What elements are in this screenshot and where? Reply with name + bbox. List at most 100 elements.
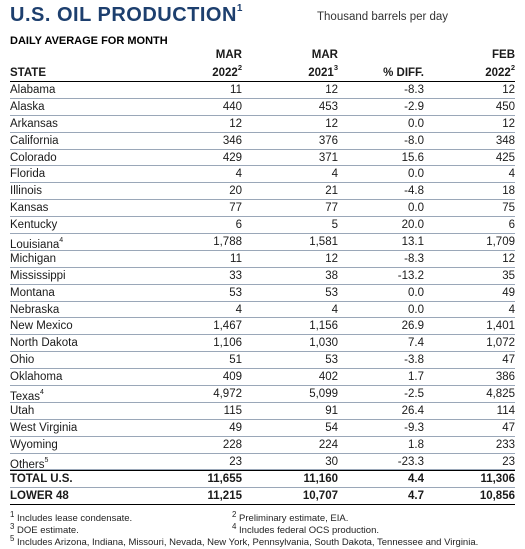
feb-2022-cell-text: 1,709 — [486, 236, 515, 249]
pct-diff-cell: 20.0 — [402, 218, 424, 232]
units-label: Thousand barrels per day — [317, 11, 449, 23]
state-cell-text: Louisiana — [10, 238, 60, 251]
feb-2022-cell: 4 — [509, 167, 515, 181]
state-cell-text: Kentucky — [10, 219, 58, 232]
table-row: Oklahoma 409 402 1.7 386 — [10, 369, 515, 387]
feb-2022-cell-text: 12 — [502, 84, 515, 96]
pct-diff-cell: 1.7 — [408, 370, 424, 384]
table-row: Wyoming 228 224 1.8 233 — [10, 437, 515, 454]
mar-2021-cell: 54 — [325, 421, 338, 435]
table-row: Kansas 77 77 0.0 75 — [10, 200, 515, 218]
pct-diff-cell-text: -8.0 — [404, 134, 424, 147]
header-mar-2022-line1: MAR — [215, 49, 242, 62]
feb-2022-cell: 4,825 — [486, 387, 515, 401]
oil-production-table-page: U.S. OIL PRODUCTION1 Thousand barrels pe… — [10, 3, 515, 548]
pct-diff-cell-text: 20.0 — [401, 219, 424, 232]
mar-2021-cell-text: 1,030 — [309, 337, 338, 350]
mar-2021-cell-text: 4 — [331, 303, 338, 316]
state-cell: Florida — [10, 167, 45, 181]
mar-2021-cell: 91 — [325, 404, 338, 418]
pct-diff-cell: 26.4 — [402, 404, 424, 418]
pct-diff-cell-text: 0.0 — [408, 117, 424, 130]
state-cell-text: West Virginia — [10, 421, 78, 434]
pct-diff-cell-text: 0.0 — [408, 168, 424, 181]
pct-diff-cell: -8.3 — [404, 252, 424, 266]
mar-2021-cell: 1,581 — [309, 235, 338, 249]
header-feb-2022: FEB 20222 — [485, 49, 515, 80]
table-row: Others5 23 30 -23.3 23 — [10, 454, 515, 471]
mar-2021-cell-text: 38 — [325, 269, 338, 282]
pct-diff-cell-text: 0.0 — [408, 303, 424, 316]
state-cell: New Mexico — [10, 319, 73, 333]
state-cell-text: Oklahoma — [10, 371, 63, 384]
feb-2022-cell-text: 18 — [502, 185, 515, 198]
mar-2022-cell: 77 — [229, 201, 242, 215]
state-cell: Oklahoma — [10, 370, 62, 384]
pct-diff-cell-text: 15.6 — [401, 151, 424, 164]
feb-2022-cell: 47 — [502, 353, 515, 367]
header-mar-2022-line2: 2022 — [212, 67, 238, 79]
total-feb-2022-cell: 11,306 — [480, 473, 515, 486]
mar-2022-cell-text: 1,467 — [213, 320, 242, 333]
footnote-5-text: Includes Arizona, Indiana, Missouri, Nev… — [17, 537, 479, 549]
feb-2022-cell-text: 233 — [495, 438, 515, 451]
mar-2022-cell-text: 440 — [222, 100, 242, 113]
pct-diff-cell-text: -13.2 — [397, 269, 424, 282]
feb-2022-cell: 23 — [502, 455, 515, 469]
total-row: TOTAL U.S. 11,655 11,160 4.4 11,306 — [10, 470, 515, 489]
mar-2022-cell: 33 — [229, 269, 242, 283]
mar-2022-cell: 440 — [223, 100, 242, 114]
mar-2021-cell-text: 371 — [318, 151, 338, 164]
mar-2022-cell-text: 51 — [229, 354, 242, 367]
mar-2022-cell-text: 1,788 — [213, 236, 242, 249]
mar-2021-cell: 12 — [325, 252, 338, 266]
pct-diff-cell: 26.9 — [402, 319, 424, 333]
feb-2022-cell-text: 1,401 — [486, 320, 515, 333]
feb-2022-cell-text: 386 — [495, 371, 515, 384]
table-row: Montana 53 53 0.0 49 — [10, 285, 515, 302]
total-row: LOWER 48 11,215 10,707 4.7 10,856 — [10, 488, 515, 506]
feb-2022-cell-text: 114 — [496, 404, 515, 417]
table-row: Ohio 51 53 -3.8 47 — [10, 352, 515, 370]
state-cell: Mississippi — [10, 269, 66, 283]
table-row: Kentucky 6 5 20.0 6 — [10, 217, 515, 235]
mar-2022-cell: 11 — [230, 83, 242, 97]
mar-2021-cell-text: 77 — [325, 202, 338, 215]
state-cell-text: New Mexico — [10, 320, 73, 333]
header-state: STATE — [10, 67, 46, 79]
pct-diff-cell-text: 0.0 — [408, 202, 424, 215]
mar-2021-cell-text: 5,099 — [309, 388, 338, 401]
mar-2022-cell-text: 228 — [222, 438, 242, 451]
pct-diff-cell: 7.4 — [408, 336, 424, 350]
mar-2022-cell: 346 — [223, 134, 242, 148]
page-title: U.S. OIL PRODUCTION1 — [10, 3, 243, 27]
header-mar-2021: MAR 20213 — [308, 49, 338, 80]
state-cell: Arkansas — [10, 117, 58, 131]
table-subtitle: DAILY AVERAGE FOR MONTH — [10, 35, 168, 47]
mar-2022-cell-text: 33 — [229, 269, 242, 282]
feb-2022-cell: 12 — [502, 252, 515, 266]
header-mar-2021-line2: 2021 — [308, 67, 334, 79]
table-row: Colorado 429 371 15.6 425 — [10, 150, 515, 167]
mar-2022-cell-text: 49 — [229, 421, 242, 434]
pct-diff-cell-text: -9.3 — [404, 421, 424, 434]
state-cell: West Virginia — [10, 421, 77, 435]
state-cell: California — [10, 134, 59, 148]
mar-2022-cell: 4,972 — [213, 387, 242, 401]
mar-2022-cell: 6 — [236, 218, 242, 232]
mar-2021-cell-text: 53 — [325, 286, 338, 299]
feb-2022-cell-text: 75 — [502, 202, 515, 215]
mar-2021-cell-text: 1,156 — [309, 320, 338, 333]
table-row: West Virginia 49 54 -9.3 47 — [10, 420, 515, 437]
mar-2021-cell: 12 — [325, 117, 338, 131]
mar-2021-cell-text: 5 — [331, 219, 338, 232]
state-cell: Ohio — [10, 353, 34, 367]
mar-2021-cell: 402 — [319, 370, 338, 384]
mar-2022-cell: 4 — [236, 303, 242, 317]
feb-2022-cell: 35 — [502, 269, 515, 283]
page-title-text: U.S. OIL PRODUCTION — [10, 4, 237, 26]
mar-2022-cell: 115 — [224, 404, 242, 418]
table-row: California 346 376 -8.0 348 — [10, 133, 515, 150]
mar-2022-cell-text: 12 — [229, 117, 242, 130]
pct-diff-cell-text: 7.4 — [408, 337, 424, 350]
